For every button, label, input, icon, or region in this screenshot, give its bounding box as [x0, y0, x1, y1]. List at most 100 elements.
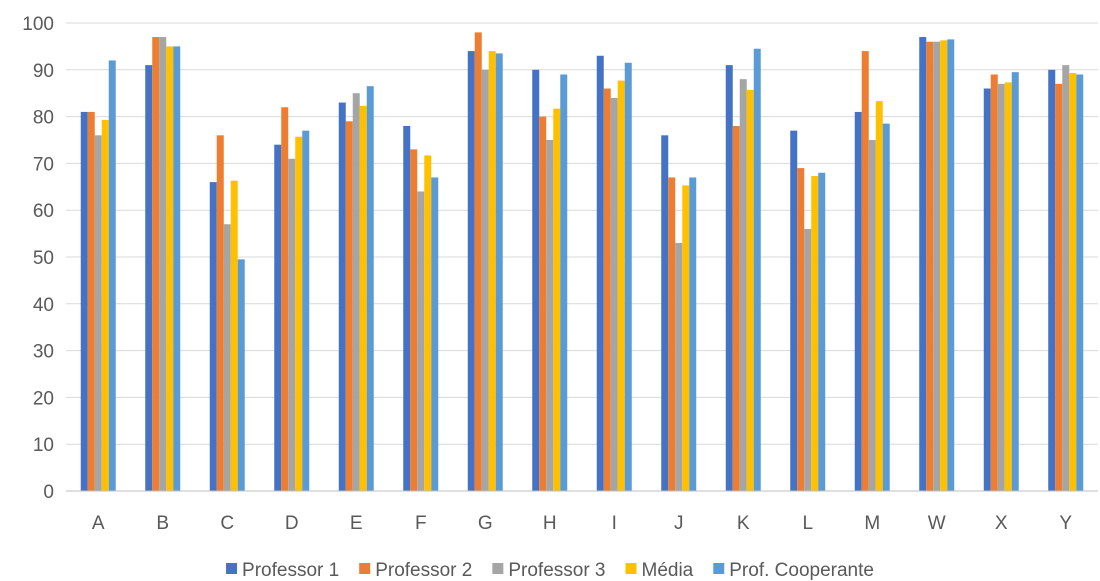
x-category-label: B: [156, 513, 169, 534]
bar-I-series-2: [603, 88, 611, 492]
x-category-label: A: [92, 513, 105, 534]
x-category-label: F: [415, 513, 427, 534]
bar-E-series-2: [345, 121, 353, 491]
bar-F-series-1: [403, 125, 411, 492]
bar-E-series-5: [366, 86, 374, 492]
bar-X-series-5: [1011, 72, 1019, 491]
bar-M-series-3: [868, 140, 876, 491]
bar-L-series-2: [797, 168, 805, 491]
bar-G-series-3: [481, 69, 489, 492]
bar-Y-series-4: [1069, 73, 1077, 491]
legend-item: Professor 1: [226, 560, 339, 581]
bar-E-series-3: [352, 93, 360, 491]
bar-G-series-2: [474, 32, 482, 492]
bar-J-series-5: [689, 177, 697, 491]
legend-item: Professor 2: [359, 560, 472, 581]
bar-C-series-3: [223, 224, 231, 492]
x-category-label: W: [928, 513, 946, 534]
bar-A-series-2: [87, 111, 95, 492]
bar-M-series-4: [875, 101, 883, 491]
bar-D-series-2: [281, 107, 289, 492]
y-tick-label: 0: [43, 482, 54, 503]
bar-W-series-4: [940, 40, 948, 491]
y-tick-label: 50: [33, 248, 54, 269]
bar-B-series-3: [159, 37, 167, 491]
legend-swatch: [359, 563, 371, 574]
legend: Professor 1 Professor 2 Professor 3 Média Pr…: [226, 560, 874, 581]
x-category-label: M: [864, 513, 880, 534]
bar-B-series-5: [173, 46, 181, 492]
bar-I-series-1: [596, 55, 604, 491]
bar-F-series-3: [417, 191, 425, 492]
x-category-label: L: [802, 513, 813, 534]
bar-K-series-3: [739, 79, 747, 491]
legend-label: Prof. Cooperante: [729, 560, 874, 581]
bar-G-series-5: [495, 53, 503, 492]
bar-K-series-1: [725, 65, 733, 492]
legend-label: Professor 2: [375, 560, 472, 581]
bar-X-series-1: [983, 88, 991, 492]
bar-M-series-5: [882, 123, 890, 492]
bar-I-series-4: [617, 80, 625, 491]
bar-L-series-3: [804, 228, 812, 492]
bar-A-series-4: [101, 119, 109, 491]
y-tick-label: 10: [33, 435, 54, 456]
y-tick-label: 60: [33, 201, 54, 222]
y-axis-tick-labels: 0 10 20 30 40 50 60 70 80 90 100: [22, 14, 54, 503]
bar-Y-series-2: [1055, 83, 1063, 491]
bar-F-series-5: [431, 177, 439, 491]
x-category-label: G: [478, 513, 493, 534]
bar-H-series-3: [546, 140, 554, 491]
bar-J-series-3: [675, 242, 683, 491]
bar-A-series-1: [80, 111, 88, 492]
bar-F-series-2: [410, 149, 418, 492]
y-tick-label: 70: [33, 154, 54, 175]
bar-K-series-2: [732, 125, 740, 492]
bar-B-series-4: [166, 46, 174, 492]
legend-swatch: [492, 563, 504, 574]
legend-label: Professor 1: [242, 560, 339, 581]
x-category-label: E: [350, 513, 363, 534]
bar-Y-series-1: [1048, 69, 1056, 492]
bars: [80, 32, 1084, 492]
bar-C-series-4: [230, 180, 238, 491]
bar-W-series-2: [926, 41, 934, 491]
bar-E-series-4: [359, 105, 367, 491]
x-category-label: K: [737, 513, 750, 534]
bar-H-series-1: [532, 69, 540, 492]
bar-C-series-5: [237, 259, 245, 491]
y-tick-label: 100: [22, 14, 54, 35]
bar-B-series-1: [145, 65, 153, 492]
bar-A-series-5: [108, 60, 116, 491]
legend-item: Professor 3: [492, 560, 606, 581]
bar-E-series-1: [338, 102, 346, 491]
legend-item: Média: [625, 560, 694, 581]
x-category-label: I: [612, 513, 617, 534]
x-category-label: C: [220, 513, 234, 534]
y-tick-label: 30: [33, 342, 54, 363]
bar-H-series-5: [560, 74, 568, 491]
bar-X-series-4: [1004, 82, 1012, 491]
bar-B-series-2: [152, 37, 160, 491]
x-category-label: J: [674, 513, 684, 534]
bar-M-series-2: [861, 51, 869, 491]
bar-Y-series-5: [1076, 74, 1084, 491]
bar-J-series-1: [661, 135, 669, 491]
bar-C-series-1: [209, 182, 217, 491]
bar-G-series-1: [467, 51, 475, 491]
bar-D-series-1: [274, 144, 282, 491]
bar-D-series-3: [288, 158, 296, 491]
bar-I-series-5: [624, 62, 632, 491]
bar-H-series-2: [539, 116, 547, 491]
bar-I-series-3: [610, 97, 618, 491]
bar-F-series-4: [424, 155, 432, 491]
bar-X-series-3: [997, 83, 1005, 491]
bar-W-series-3: [933, 41, 941, 491]
bar-W-series-5: [947, 39, 955, 491]
bar-L-series-5: [818, 172, 826, 491]
x-category-label: X: [995, 513, 1008, 534]
bar-K-series-5: [753, 48, 761, 492]
